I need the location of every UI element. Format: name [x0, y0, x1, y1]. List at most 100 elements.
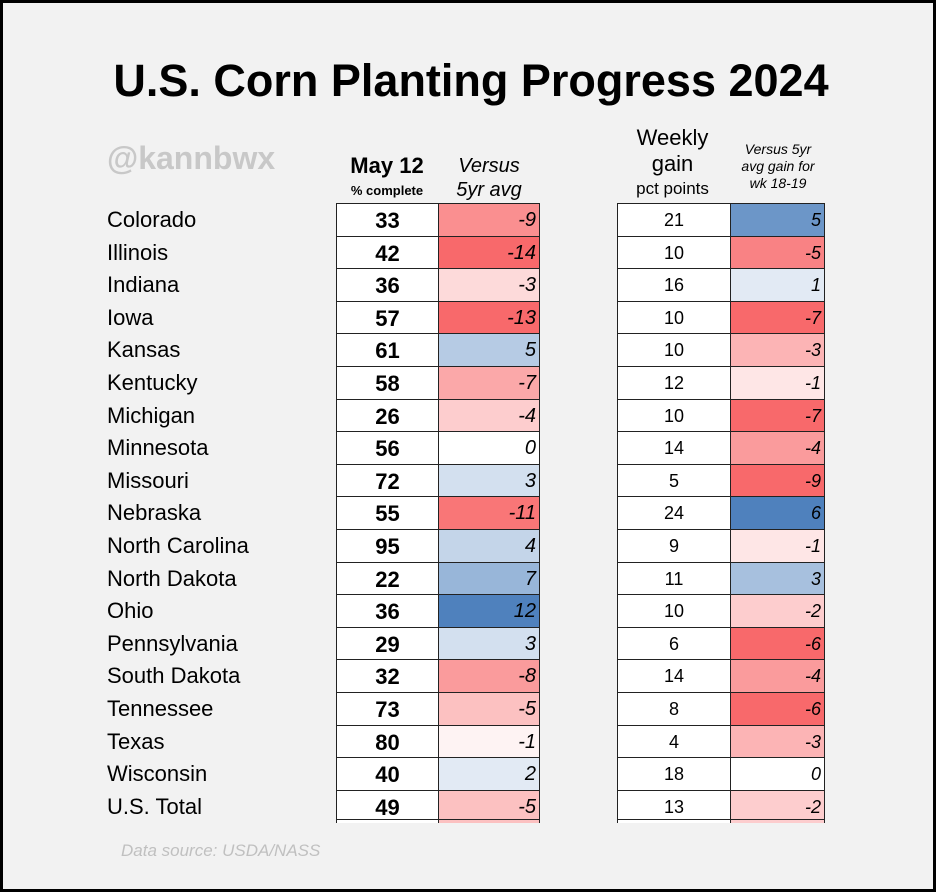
- pct-complete-cell: 49: [336, 789, 438, 823]
- versus-avg-gain-cell-value: 3: [810, 568, 821, 589]
- versus-5yr-cell-value: -14: [507, 241, 536, 264]
- table-row: North Carolina 95 4 9 -1: [3, 529, 933, 562]
- table-row: Missouri 72 3 5 -9: [3, 463, 933, 497]
- table-row: Kansas 61 5 10 -3: [3, 333, 933, 367]
- state-label: Ohio: [107, 598, 154, 624]
- versus-5yr-cell-value: -11: [508, 502, 536, 525]
- pct-complete-cell: 32: [336, 659, 438, 693]
- versus-5yr-cell-value: -4: [518, 404, 536, 427]
- state-label: Kansas: [107, 337, 181, 363]
- weekly-gain-cell: 18: [617, 757, 730, 791]
- table-bottom-border-left: [336, 819, 540, 820]
- table-row: Ohio 36 12 10 -2: [3, 594, 933, 628]
- versus-5yr-cell: 7: [438, 561, 540, 595]
- versus-5yr-cell: -9: [438, 203, 540, 236]
- versus-avg-gain-cell: -3: [730, 333, 825, 367]
- versus-avg-gain-cell-value: -7: [804, 307, 821, 328]
- table-bottom-border-right: [617, 819, 825, 820]
- pct-complete-cell: 29: [336, 626, 438, 660]
- pct-complete-cell: 22: [336, 561, 438, 595]
- versus-5yr-cell-value: 4: [524, 535, 536, 557]
- header-vg-line1: Versus 5yr: [744, 141, 812, 157]
- weekly-gain-cell: 13: [617, 789, 730, 823]
- versus-avg-gain-cell: -7: [730, 398, 825, 432]
- table-row: Kentucky 58 -7 12 -1: [3, 366, 933, 399]
- versus-5yr-cell: -4: [438, 398, 540, 432]
- versus-avg-gain-cell: 1: [730, 268, 825, 302]
- state-label: Nebraska: [107, 500, 202, 526]
- header-weekly-line1: Weekly: [636, 125, 709, 150]
- versus-avg-gain-cell-value: -3: [804, 731, 821, 752]
- versus-5yr-cell: 3: [438, 626, 540, 660]
- versus-5yr-cell-value: -9: [518, 209, 536, 231]
- versus-5yr-cell: -3: [438, 268, 540, 302]
- watermark: @kannbwx: [107, 140, 276, 176]
- versus-5yr-cell: 2: [438, 757, 540, 791]
- versus-avg-gain-cell-value: -6: [804, 633, 821, 654]
- versus-5yr-cell: -8: [438, 659, 540, 693]
- pct-complete-cell: 40: [336, 757, 438, 791]
- versus-5yr-cell-value: 12: [513, 600, 536, 623]
- pct-complete-cell: 36: [336, 268, 438, 302]
- header-vg-line2: avg gain for: [741, 158, 815, 174]
- versus-avg-gain-cell-value: -4: [804, 666, 821, 687]
- versus-5yr-cell-value: 7: [524, 567, 536, 590]
- versus-avg-gain-cell: -9: [730, 463, 825, 497]
- versus-5yr-cell-value: 3: [524, 632, 536, 655]
- state-label: Wisconsin: [107, 761, 208, 787]
- state-label: Iowa: [107, 304, 154, 330]
- versus-avg-gain-cell: -5: [730, 235, 825, 269]
- table-row: U.S. Total 49 -5 13 -2: [3, 789, 933, 823]
- versus-5yr-cell: 0: [438, 431, 540, 465]
- pct-complete-cell: 61: [336, 333, 438, 367]
- versus-avg-gain-cell: -2: [730, 594, 825, 628]
- versus-avg-gain-cell-value: -7: [804, 405, 821, 426]
- data-source: Data source: USDA/NASS: [121, 841, 321, 860]
- versus-5yr-cell: 12: [438, 594, 540, 628]
- weekly-gain-cell: 16: [617, 268, 730, 302]
- versus-5yr-cell: -14: [438, 235, 540, 269]
- versus-5yr-cell: 5: [438, 333, 540, 367]
- table-row: Pennsylvania 29 3 6 -6: [3, 626, 933, 660]
- weekly-gain-cell: 14: [617, 659, 730, 693]
- pct-complete-cell: 42: [336, 235, 438, 269]
- pct-complete-cell: 95: [336, 529, 438, 562]
- weekly-gain-cell: 11: [617, 561, 730, 595]
- versus-5yr-cell: -11: [438, 496, 540, 530]
- state-label: Missouri: [107, 467, 189, 493]
- versus-avg-gain-cell: 6: [730, 496, 825, 530]
- table-row: Tennessee 73 -5 8 -6: [3, 692, 933, 725]
- versus-5yr-cell-value: 3: [524, 469, 536, 492]
- state-label: Michigan: [107, 402, 196, 428]
- versus-avg-gain-cell: -4: [730, 659, 825, 693]
- weekly-gain-cell: 24: [617, 496, 730, 530]
- versus-5yr-cell-value: -5: [518, 795, 536, 818]
- versus-avg-gain-cell-value: -6: [804, 699, 821, 719]
- weekly-gain-cell: 8: [617, 692, 730, 725]
- state-label: U.S. Total: [107, 793, 202, 819]
- weekly-gain-cell: 9: [617, 529, 730, 562]
- header-versus-5yr: Versus 5yr avg: [439, 154, 539, 202]
- pct-complete-cell: 58: [336, 366, 438, 399]
- pct-complete-cell: 73: [336, 692, 438, 725]
- versus-avg-gain-cell-value: -4: [804, 438, 821, 459]
- pct-complete-cell: 72: [336, 463, 438, 497]
- table-row: Nebraska 55 -11 24 6: [3, 496, 933, 530]
- versus-avg-gain-cell: -1: [730, 366, 825, 399]
- state-label: Pennsylvania: [107, 630, 238, 656]
- versus-avg-gain-cell-value: -2: [804, 796, 821, 817]
- versus-5yr-cell: -5: [438, 789, 540, 823]
- versus-avg-gain-cell-value: -5: [804, 242, 821, 263]
- table-row: Minnesota 56 0 14 -4: [3, 431, 933, 465]
- header-weekly-line2: gain: [651, 151, 694, 176]
- header-versus-line2: 5yr avg: [456, 179, 522, 201]
- versus-avg-gain-cell: -1: [730, 529, 825, 562]
- versus-avg-gain-cell-value: -3: [804, 340, 821, 361]
- versus-avg-gain-cell-value: -2: [804, 601, 821, 622]
- header-pct-complete: % complete: [350, 183, 424, 198]
- weekly-gain-cell: 14: [617, 431, 730, 465]
- versus-5yr-cell-value: -8: [518, 665, 536, 688]
- versus-avg-gain-cell-value: 5: [810, 210, 821, 230]
- table-row: Indiana 36 -3 16 1: [3, 268, 933, 302]
